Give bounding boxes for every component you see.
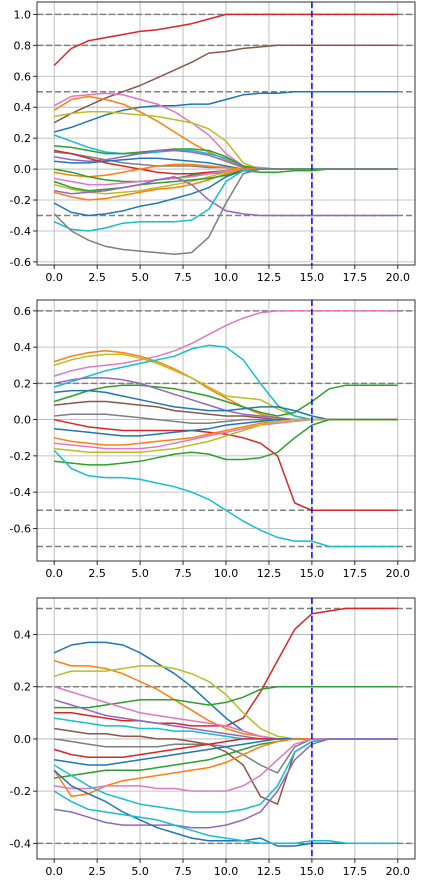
x-tick-label: 0.0 xyxy=(45,271,63,284)
y-tick-label: -0.6 xyxy=(10,522,31,535)
y-tick-label: -0.2 xyxy=(10,785,31,798)
y-tick-label: 0.4 xyxy=(14,341,32,354)
x-tick-label: 10.0 xyxy=(214,865,239,878)
y-tick-label: 1.0 xyxy=(14,8,32,21)
grid xyxy=(37,2,415,265)
x-tick-label: 10.0 xyxy=(214,271,239,284)
plot-area xyxy=(37,300,415,561)
y-tick-label: 0.0 xyxy=(14,414,32,427)
x-tick-label: 12.5 xyxy=(257,865,282,878)
y-tick-label: 0.0 xyxy=(14,733,32,746)
series-line-22 xyxy=(53,168,398,255)
y-tick-label: 0.8 xyxy=(14,39,32,52)
x-tick-label: 17.5 xyxy=(343,271,368,284)
x-tick-label: 7.5 xyxy=(174,865,192,878)
series-line-16 xyxy=(53,449,398,548)
series-line-10 xyxy=(54,418,398,512)
x-tick-label: 12.5 xyxy=(257,567,282,580)
y-tick-label: -0.4 xyxy=(10,837,31,850)
y-tick-label: -0.6 xyxy=(10,256,31,269)
y-tick-label: 0.2 xyxy=(14,132,32,145)
x-tick-label: 12.5 xyxy=(257,271,282,284)
series-line-19 xyxy=(53,790,398,845)
series-line-1 xyxy=(53,310,398,377)
x-tick-label: 5.0 xyxy=(131,271,149,284)
y-tick-label: -0.4 xyxy=(10,225,31,238)
plot-area xyxy=(37,2,415,265)
x-tick-label: 15.0 xyxy=(300,567,325,580)
x-tick-label: 15.0 xyxy=(300,271,325,284)
x-tick-label: 2.5 xyxy=(88,567,106,580)
x-tick-label: 10.0 xyxy=(214,567,239,580)
x-tick-label: 7.5 xyxy=(174,271,192,284)
y-tick-label: 0.0 xyxy=(14,163,32,176)
y-tick-label: -0.4 xyxy=(10,486,31,499)
chart-panel-3: 0.0 2.5 5.0 7.5 10.0 12.5 15.0 17.5 20.0 -0.4 -0.2… xyxy=(10,597,416,878)
x-tick-label: 5.0 xyxy=(131,567,149,580)
y-tick-label: -0.2 xyxy=(10,194,31,207)
x-tick-label: 15.0 xyxy=(300,865,325,878)
plot-area xyxy=(37,598,415,859)
x-tick-label: 20.0 xyxy=(386,567,411,580)
x-tick-label: 17.5 xyxy=(343,567,368,580)
x-tick-label: 0.0 xyxy=(45,567,63,580)
series-line-2 xyxy=(53,44,398,124)
series-line-1 xyxy=(53,13,398,66)
x-tick-label: 17.5 xyxy=(343,865,368,878)
series-line-17 xyxy=(54,738,398,829)
series-line-18 xyxy=(53,769,398,847)
x-tick-label: 5.0 xyxy=(131,865,149,878)
y-tick-label: 0.2 xyxy=(14,377,32,390)
series-line-20 xyxy=(54,176,398,217)
x-tick-label: 0.0 xyxy=(45,865,63,878)
y-tick-label: 0.2 xyxy=(14,681,32,694)
x-tick-label: 20.0 xyxy=(386,865,411,878)
chart-panel-1: 0.0 2.5 5.0 7.5 10.0 12.5 15.0 17.5 20.0 -0.6 -0.4… xyxy=(10,1,416,284)
y-tick-label: 0.4 xyxy=(14,101,32,114)
series-line-5 xyxy=(53,384,398,417)
series-line-15 xyxy=(54,418,398,466)
x-tick-label: 2.5 xyxy=(88,865,106,878)
x-tick-label: 7.5 xyxy=(174,567,192,580)
x-tick-label: 2.5 xyxy=(88,271,106,284)
x-tick-label: 20.0 xyxy=(386,271,411,284)
y-tick-label: -0.2 xyxy=(10,450,31,463)
y-tick-label: 0.4 xyxy=(14,629,32,642)
y-tick-label: 0.6 xyxy=(14,70,32,83)
y-tick-label: 0.6 xyxy=(14,305,32,318)
series-line-3 xyxy=(54,90,398,133)
chart-panel-2: 0.0 2.5 5.0 7.5 10.0 12.5 15.0 17.5 20.0 -0.6 -0.4… xyxy=(10,299,416,580)
